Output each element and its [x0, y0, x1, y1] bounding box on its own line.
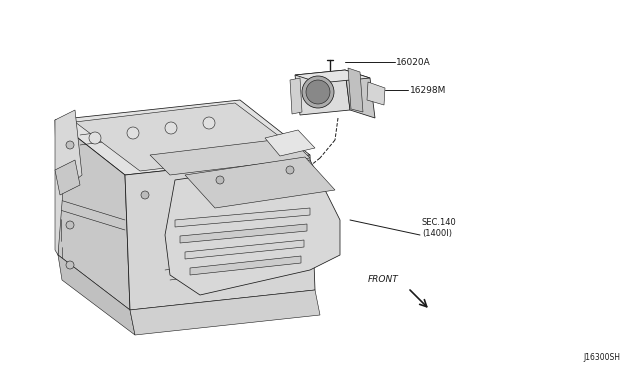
Text: FRONT: FRONT: [368, 276, 399, 285]
Polygon shape: [55, 120, 130, 310]
Circle shape: [286, 166, 294, 174]
Polygon shape: [348, 68, 363, 112]
Circle shape: [66, 221, 74, 229]
Polygon shape: [295, 70, 370, 83]
Polygon shape: [185, 157, 335, 208]
Text: J16300SH: J16300SH: [583, 353, 620, 362]
Circle shape: [66, 181, 74, 189]
Polygon shape: [345, 70, 375, 118]
Polygon shape: [295, 70, 350, 115]
Circle shape: [66, 141, 74, 149]
Polygon shape: [180, 224, 307, 243]
Circle shape: [89, 132, 101, 144]
Polygon shape: [290, 78, 302, 114]
Polygon shape: [130, 290, 320, 335]
Polygon shape: [58, 255, 135, 335]
Polygon shape: [367, 82, 385, 105]
Polygon shape: [125, 155, 315, 310]
Circle shape: [127, 127, 139, 139]
Circle shape: [165, 122, 177, 134]
Circle shape: [66, 261, 74, 269]
Text: 16020A: 16020A: [396, 58, 431, 67]
Polygon shape: [55, 160, 80, 195]
Polygon shape: [185, 240, 304, 259]
Polygon shape: [150, 138, 310, 175]
Polygon shape: [55, 110, 82, 255]
Polygon shape: [190, 256, 301, 275]
Polygon shape: [175, 208, 310, 227]
Polygon shape: [265, 130, 315, 156]
Text: SEC.140
(1400I): SEC.140 (1400I): [422, 218, 457, 238]
Circle shape: [141, 191, 149, 199]
Circle shape: [306, 80, 330, 104]
Circle shape: [302, 76, 334, 108]
Text: 16298M: 16298M: [410, 86, 446, 94]
Circle shape: [203, 117, 215, 129]
Polygon shape: [75, 103, 300, 171]
Circle shape: [216, 176, 224, 184]
Polygon shape: [55, 100, 310, 175]
Polygon shape: [165, 160, 340, 295]
